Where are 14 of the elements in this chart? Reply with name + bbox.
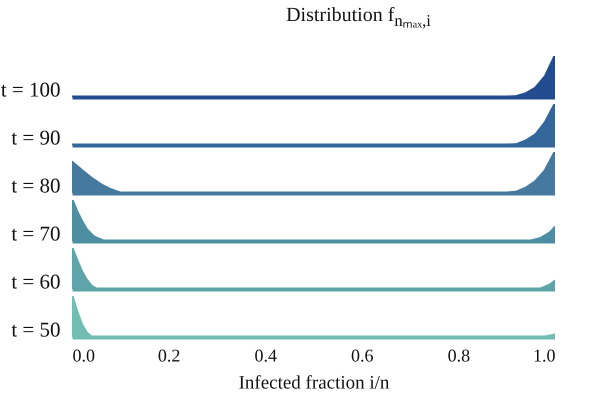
y-axis-title: t = 60 <box>11 270 60 294</box>
chart-title: Distribution f$_{nₘₐₓ,i}$ <box>285 4 432 31</box>
x-tick-label: 0.6 <box>351 346 374 366</box>
x-tick-label: 0.0 <box>72 346 95 366</box>
y-axis-title: t = 90 <box>11 126 60 150</box>
y-axis-title: t = 70 <box>11 222 60 246</box>
x-tick-label: 1.0 <box>533 346 556 366</box>
x-tick-label: 0.4 <box>254 346 277 366</box>
x-tick-label: 0.8 <box>448 346 470 366</box>
y-axis-title: t = 80 <box>11 174 60 198</box>
y-axis-title: t = 100 <box>0 78 60 102</box>
x-axis-title: Infected fraction i/n <box>238 372 390 394</box>
y-axis-title: t = 50 <box>11 318 60 342</box>
x-tick-label: 0.2 <box>158 346 180 366</box>
